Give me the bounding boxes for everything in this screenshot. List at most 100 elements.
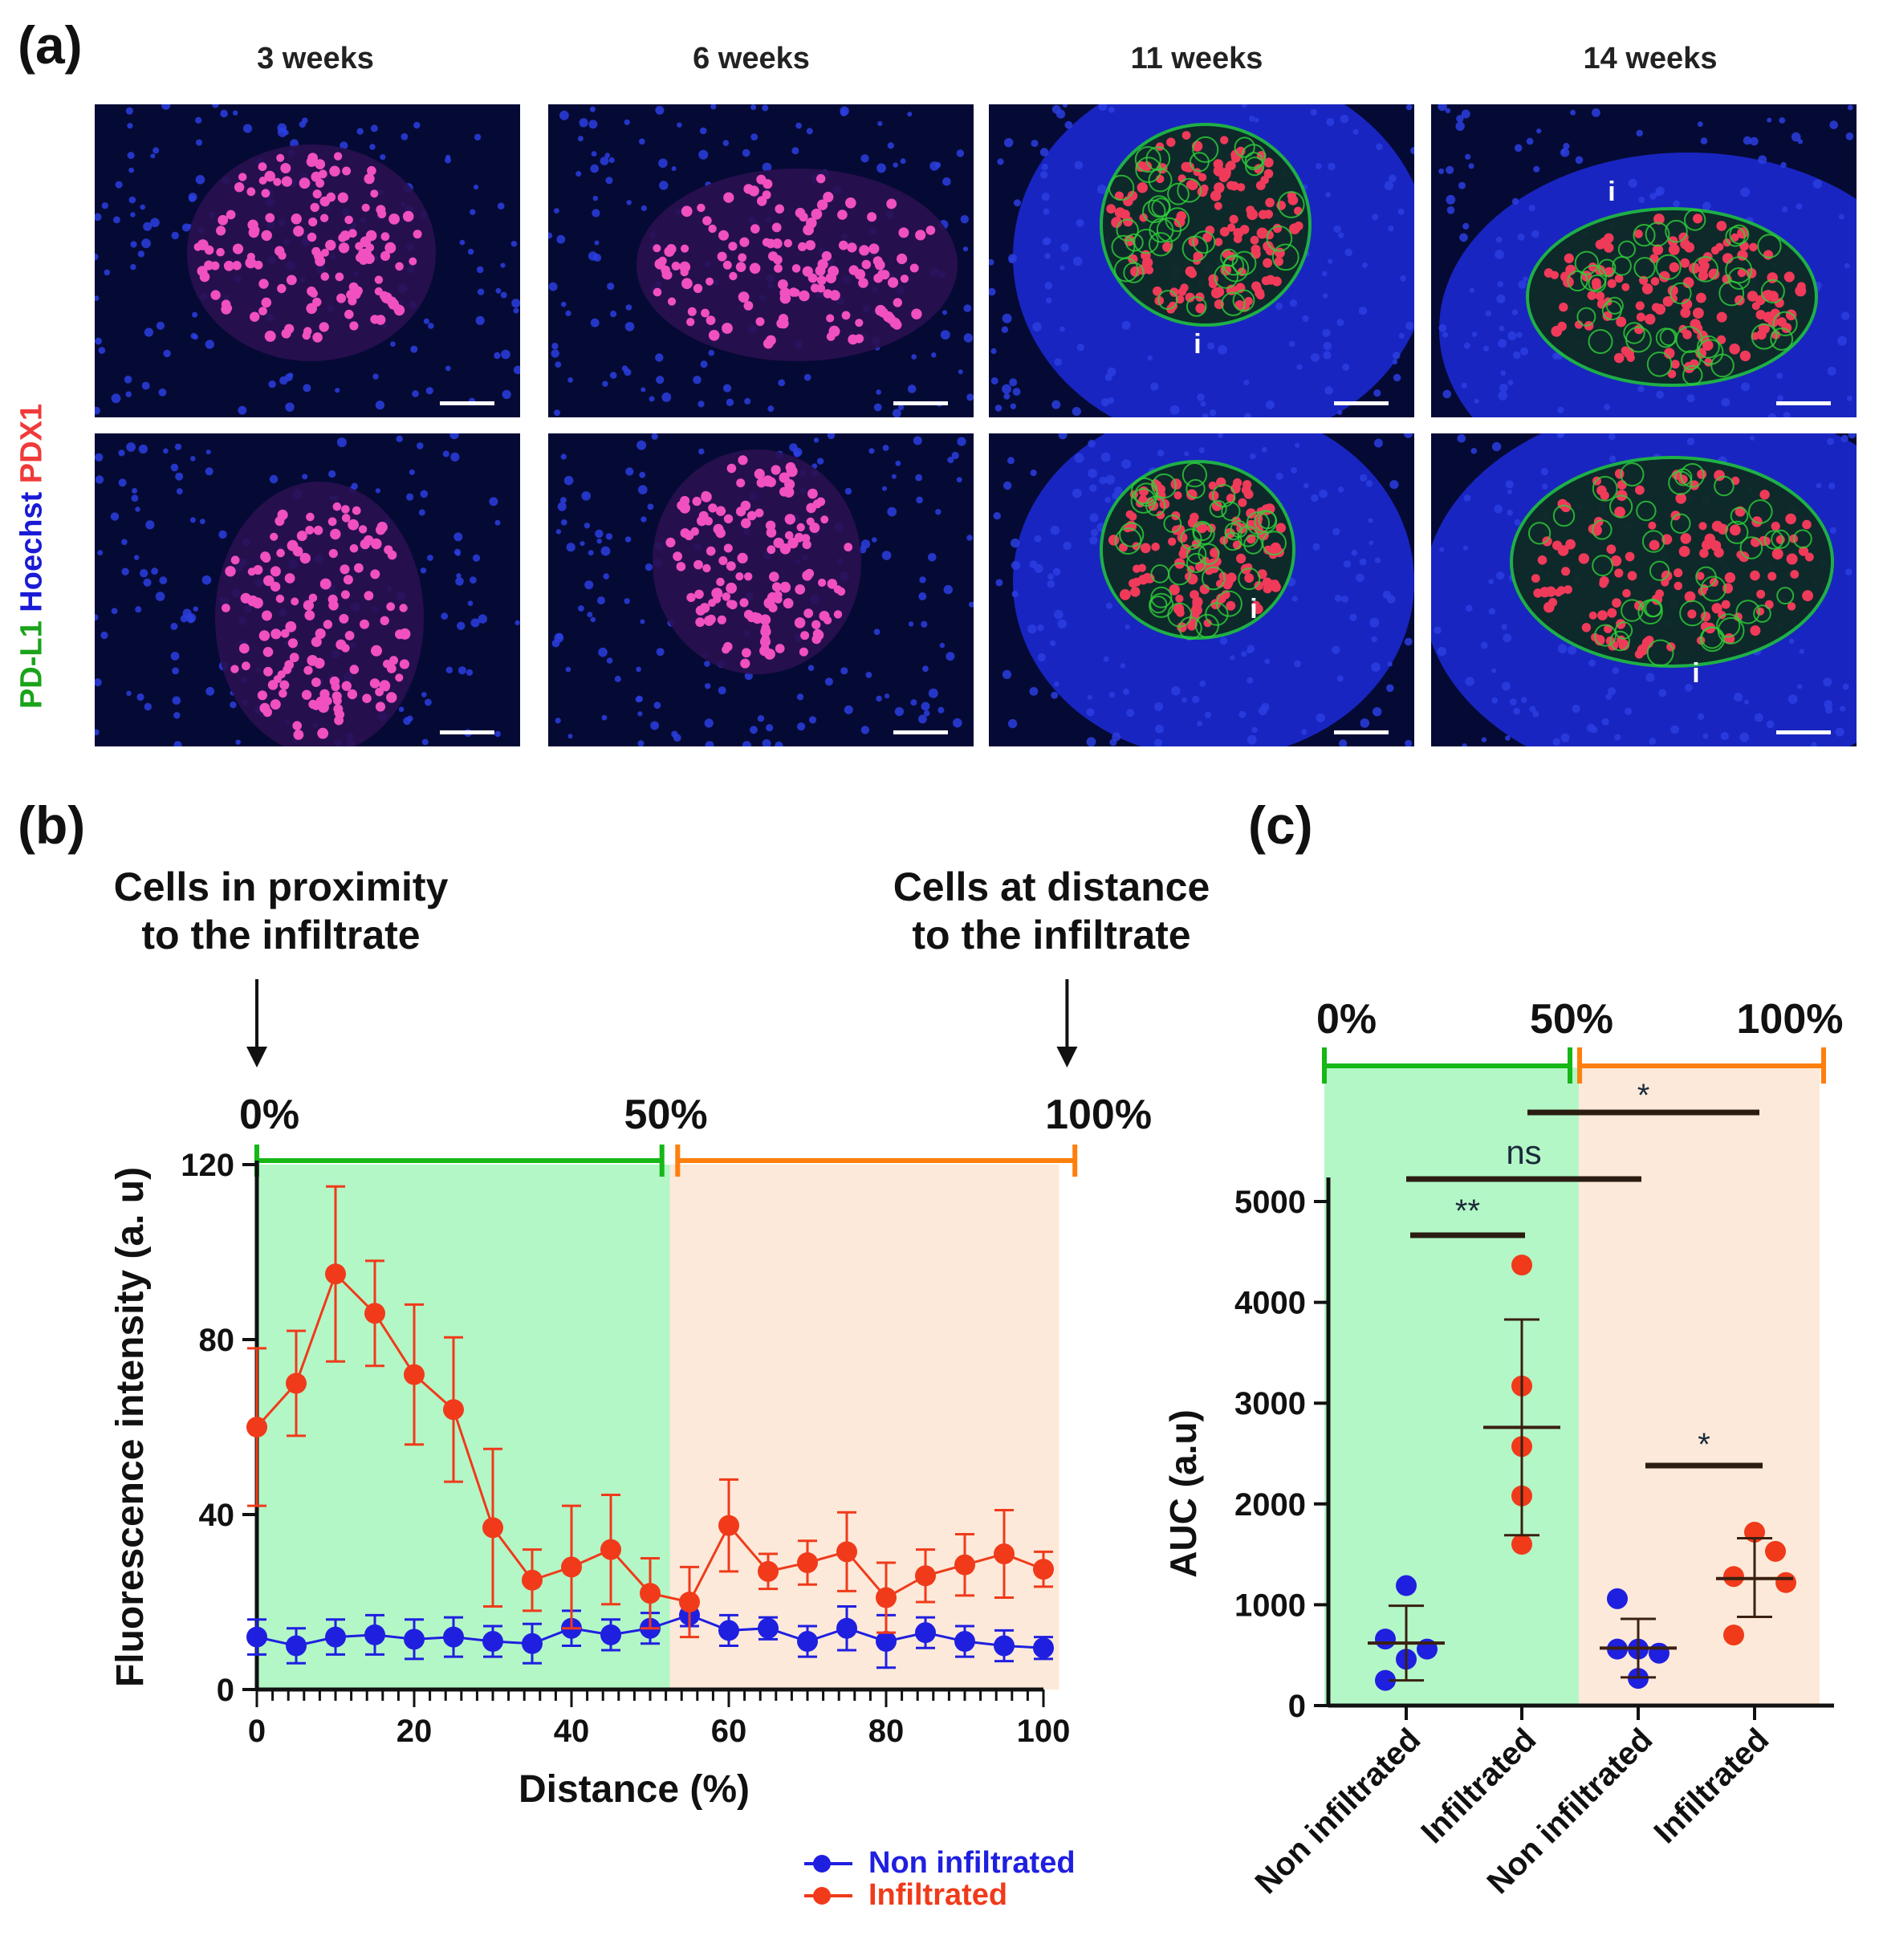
pdx1-nucleus (1614, 506, 1625, 518)
pdx1-nucleus (299, 177, 311, 189)
group-3 (1716, 1521, 1796, 1720)
pdx1-nucleus (362, 693, 372, 703)
pdx1-nucleus (369, 678, 380, 689)
region-label-100: 100% (1737, 996, 1844, 1043)
nucleus-dot (511, 299, 520, 308)
nucleus-dot (778, 379, 786, 387)
nucleus-dot (1010, 403, 1016, 409)
pdl1-membrane (1209, 500, 1227, 518)
nucleus-dot (806, 128, 813, 135)
pdx1-nucleus (293, 730, 304, 740)
pdx1-nucleus (1622, 588, 1631, 598)
pdl1-membrane (1636, 500, 1657, 522)
nucleus-dot (559, 497, 567, 504)
pdx1-nucleus (328, 549, 338, 559)
nucleus-dot (1326, 118, 1335, 126)
pdx1-nucleus (702, 216, 712, 226)
nucleus-dot (1404, 637, 1413, 646)
pdl1-membrane (1680, 463, 1705, 488)
nucleus-dot (962, 246, 969, 252)
pdx1-nucleus (318, 169, 327, 179)
nucleus-dot (1266, 400, 1275, 409)
pdl1-membrane (1178, 616, 1202, 640)
timepoint-title: 3 weeks (257, 42, 374, 75)
pdx1-nucleus (1187, 621, 1197, 631)
nucleus-dot (150, 153, 156, 159)
pdx1-nucleus (315, 696, 326, 707)
nucleus-dot (587, 612, 593, 618)
pdx1-nucleus (380, 616, 389, 625)
nucleus-dot (641, 516, 647, 523)
nucleus-dot (548, 282, 558, 291)
pdx1-nucleus (310, 202, 319, 213)
nucleus-dot (1840, 706, 1846, 712)
nucleus-dot (1505, 480, 1514, 489)
pdx1-nucleus (1275, 523, 1286, 533)
pdx1-nucleus (307, 152, 318, 164)
pdx1-nucleus (1151, 543, 1160, 551)
pdl1-membrane (1567, 270, 1588, 292)
nucleus-dot (1829, 527, 1836, 535)
nucleus-dot (554, 632, 564, 643)
nucleus-dot (1039, 171, 1048, 179)
micrograph-image (95, 104, 520, 417)
legend-item-infiltrated: Infiltrated (803, 1878, 1007, 1913)
pdx1-nucleus (292, 721, 302, 730)
nucleus-dot (1197, 721, 1203, 726)
pdx1-nucleus (779, 287, 791, 299)
arrow-proximity-head (246, 1047, 267, 1067)
nucleus-dot (1499, 325, 1505, 331)
data-point (600, 1539, 621, 1560)
pdx1-nucleus (1716, 311, 1727, 323)
pdx1-nucleus (1125, 510, 1134, 518)
nucleus-dot (1044, 253, 1051, 259)
nucleus-dot (1739, 732, 1750, 742)
nucleus-dot (1827, 437, 1834, 445)
nucleus-dot (1638, 197, 1645, 203)
pdx1-nucleus (1756, 589, 1766, 599)
pdx1-nucleus (315, 628, 326, 640)
pdx1-nucleus (364, 591, 374, 601)
nucleus-dot (1155, 724, 1164, 734)
pdl1-membrane (1679, 600, 1706, 627)
nucleus-dot (607, 283, 615, 291)
nucleus-dot (1376, 143, 1383, 151)
pdx1-nucleus (308, 699, 318, 710)
nucleus-dot (127, 123, 133, 129)
pdx1-nucleus (729, 271, 738, 281)
nucleus-dot (1088, 468, 1097, 478)
pdx1-nucleus (277, 283, 287, 294)
pdl1-membrane (1237, 526, 1259, 547)
pdx1-nucleus (1663, 348, 1675, 360)
nucleus-dot (1498, 391, 1508, 401)
nucleus-dot (1096, 184, 1107, 194)
nucleus-dot (1393, 373, 1401, 382)
pdx1-nucleus (1168, 537, 1177, 546)
nucleus-dot (420, 490, 429, 498)
pdx1-nucleus (1767, 571, 1777, 581)
nucleus-dot (1243, 413, 1252, 417)
nucleus-dot (1528, 205, 1535, 212)
nucleus-dot (560, 453, 567, 460)
pdx1-nucleus (749, 262, 761, 274)
nucleus-dot (601, 714, 608, 721)
nucleus-dot (1325, 192, 1331, 197)
nucleus-dot (475, 315, 485, 325)
pdx1-nucleus (1226, 161, 1236, 171)
nucleus-dot (1043, 208, 1050, 215)
pdx1-nucleus (311, 677, 321, 687)
nucleus-dot (1052, 567, 1061, 576)
pdx1-nucleus (775, 204, 784, 214)
pdx1-nucleus (816, 199, 828, 210)
pdx1-nucleus (778, 318, 789, 329)
pdx1-nucleus (1265, 197, 1275, 208)
micrograph-image: i (1431, 104, 1857, 417)
pdl1-membrane (1576, 307, 1596, 327)
nucleus-dot (1842, 683, 1849, 690)
nucleus-dot (111, 608, 118, 615)
nucleus-dot (1838, 213, 1844, 220)
pdl1-membrane (1192, 230, 1216, 254)
pdx1-nucleus (1684, 591, 1696, 603)
nucleus-dot (497, 202, 505, 209)
pdx1-nucleus (1176, 211, 1186, 222)
